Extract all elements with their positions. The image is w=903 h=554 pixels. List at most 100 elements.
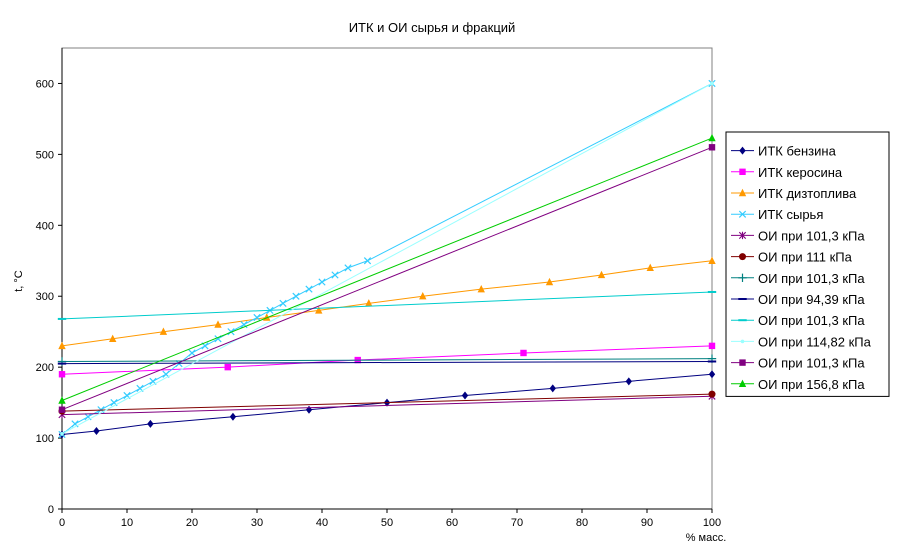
data-point [363,257,372,265]
legend-box [725,131,890,397]
legend-label: ИТК сырья [758,207,823,222]
y-tick-label: 0 [48,504,54,516]
data-point [292,292,300,300]
data-point [109,334,117,342]
legend-label: ОИ при 156,8 кПа [758,377,865,392]
legend-item: ОИ при 94,39 кПа [731,292,865,307]
data-point [344,264,352,272]
series-11 [58,144,716,413]
legend-item: ОИ при 101,3 кПа [731,228,865,243]
data-point [279,299,287,307]
series-1 [58,370,716,439]
y-tick-label: 200 [36,362,54,374]
legend-marker [738,210,747,218]
x-tick-label: 60 [446,517,458,529]
series-line [61,395,713,416]
data-point [159,327,168,335]
series-line [61,360,713,365]
data-point [365,299,373,307]
data-point [419,292,427,300]
legend-label: ИТК дизтоплива [758,186,857,201]
x-tick-label: 30 [251,517,263,529]
legend-marker [738,188,747,197]
legend-label: ИТК бензина [758,144,837,159]
legend-item: ОИ при 101,3 кПа [731,356,865,371]
data-point [58,341,66,350]
data-point [520,349,527,357]
series-layer [57,79,717,439]
legend-marker [738,379,747,387]
legend-label: ОИ при 114,82 кПа [758,334,872,349]
legend-item: ОИ при 101,3 кПа [731,271,865,286]
series-line [61,291,713,320]
series-12 [58,133,716,404]
series-line [61,393,713,412]
legend-marker [739,253,746,261]
legend-item: ИТК бензина [731,144,837,159]
legend-label: ОИ при 101,3 кПа [758,356,865,371]
data-point [60,432,64,436]
series-9 [57,290,717,320]
legend-label: ОИ при 101,3 кПа [758,228,865,243]
data-point [214,320,222,328]
series-7 [57,354,717,366]
legend-item: ОИ при 114,82 кПа [731,334,872,349]
chart-title: ИТК и ОИ сырья и фракций [349,20,516,35]
series-line [61,358,713,362]
legend-label: ОИ при 94,39 кПа [758,292,865,307]
legend-marker [739,359,746,366]
x-tick-label: 10 [121,517,133,529]
series-10 [60,81,714,436]
x-tick-label: 90 [641,517,653,529]
legend-label: ОИ при 101,3 кПа [758,313,865,328]
data-point [545,277,554,286]
x-tick-label: 100 [703,517,721,529]
x-axis-label: % масс. [686,532,727,544]
data-point [597,270,606,279]
axes: 0 10 20 30 40 50 60 70 80 90 100 0 100 200 300 400 500 60… [36,48,721,529]
series-line [61,83,713,435]
legend: ИТК бензина ИТК керосина ИТК дизтоплива ИТ… [725,131,890,397]
y-tick-label: 600 [36,78,54,90]
data-point [58,371,66,378]
data-point [708,133,716,142]
data-point [58,406,66,413]
data-point [58,396,66,404]
data-point [477,284,485,293]
x-tick-label: 20 [186,517,198,529]
x-tick-label: 40 [316,517,328,529]
legend-item: ОИ при 101,3 кПа [731,313,865,328]
x-tick-label: 0 [59,517,65,529]
data-point [708,144,716,151]
legend-item: ИТК керосина [731,165,843,180]
data-point [708,370,716,379]
legend-item: ОИ при 156,8 кПа [731,377,865,392]
legend-label: ОИ при 111 кПа [758,250,853,265]
data-point [240,320,248,329]
legend-item: ОИ при 111 кПа [731,250,853,265]
data-point [708,256,716,264]
data-point [625,377,632,386]
y-tick-label: 100 [36,433,54,445]
data-point [188,349,196,357]
data-point [227,328,235,336]
legend-marker [738,231,747,240]
series-6 [58,390,716,415]
legend-label: ИТК керосина [758,165,843,180]
x-tick-label: 70 [511,517,523,529]
series-3 [58,256,716,350]
data-point [305,285,313,293]
data-point [461,391,469,400]
legend-marker [739,146,746,155]
legend-marker [738,273,747,282]
legend-marker [739,168,746,175]
data-point [147,419,154,428]
x-tick-label: 80 [576,517,588,529]
y-tick-label: 400 [36,220,54,232]
series-line [61,146,713,411]
data-point [253,313,261,322]
data-point [708,390,716,398]
data-point [318,278,326,286]
legend-item: ИТК дизтоплива [731,186,857,201]
